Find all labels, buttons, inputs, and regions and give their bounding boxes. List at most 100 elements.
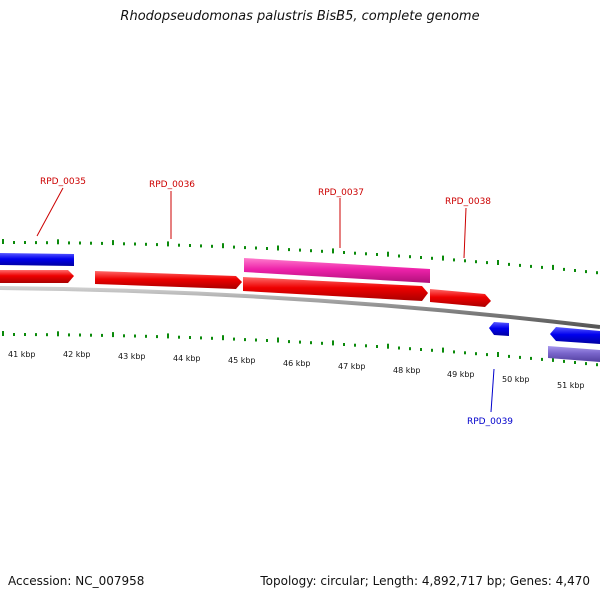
major-tick bbox=[277, 337, 279, 343]
outer-tick-track bbox=[2, 239, 598, 275]
minor-tick bbox=[343, 251, 345, 254]
minor-tick bbox=[46, 333, 48, 337]
minor-tick bbox=[233, 337, 235, 341]
major-tick bbox=[112, 240, 114, 246]
minor-tick bbox=[475, 352, 477, 356]
genome-summary-text: Topology: circular; Length: 4,892,717 bp… bbox=[260, 574, 590, 588]
minor-tick bbox=[475, 260, 477, 264]
gene-reverse[interactable] bbox=[550, 327, 600, 344]
minor-tick bbox=[79, 241, 81, 245]
kbp-label: 41 kbp bbox=[8, 350, 36, 359]
minor-tick bbox=[530, 356, 532, 360]
minor-tick bbox=[13, 241, 15, 244]
major-tick bbox=[387, 343, 389, 349]
minor-tick bbox=[233, 245, 235, 249]
major-tick bbox=[387, 251, 389, 257]
gene-rpd-0036[interactable] bbox=[95, 271, 242, 289]
major-tick bbox=[167, 333, 169, 339]
minor-tick bbox=[354, 343, 356, 347]
minor-tick bbox=[68, 333, 70, 337]
minor-tick bbox=[486, 261, 488, 265]
minor-tick bbox=[508, 354, 510, 358]
major-tick bbox=[57, 331, 59, 337]
highlight-gene-rpd-0037[interactable] bbox=[244, 258, 430, 283]
minor-tick bbox=[585, 362, 587, 366]
major-tick bbox=[2, 239, 4, 244]
major-tick bbox=[552, 264, 554, 270]
minor-tick bbox=[178, 243, 180, 247]
gene-rpd-0037[interactable] bbox=[243, 277, 428, 301]
minor-tick bbox=[409, 255, 411, 259]
major-tick bbox=[332, 340, 334, 346]
gene-forward[interactable] bbox=[0, 270, 74, 283]
minor-tick bbox=[299, 248, 301, 252]
minor-tick bbox=[266, 339, 268, 342]
label-leader bbox=[36, 187, 64, 237]
major-tick bbox=[112, 332, 114, 338]
minor-tick bbox=[134, 334, 136, 338]
kbp-label: 47 kbp bbox=[338, 362, 366, 371]
major-tick bbox=[277, 245, 279, 251]
minor-tick bbox=[123, 242, 125, 246]
minor-tick bbox=[145, 334, 147, 338]
gene-label[interactable]: RPD_0039 bbox=[467, 417, 513, 427]
major-tick bbox=[497, 260, 499, 265]
label-leader bbox=[490, 368, 495, 413]
minor-tick bbox=[244, 338, 246, 342]
minor-tick bbox=[541, 265, 543, 269]
minor-tick bbox=[299, 340, 301, 344]
minor-tick bbox=[365, 252, 367, 256]
minor-tick bbox=[486, 353, 488, 357]
minor-tick bbox=[156, 335, 158, 339]
kbp-label: 49 kbp bbox=[447, 370, 475, 379]
gene-reverse[interactable] bbox=[0, 253, 74, 266]
minor-tick bbox=[398, 254, 400, 258]
minor-tick bbox=[145, 242, 147, 246]
minor-tick bbox=[255, 338, 257, 342]
minor-tick bbox=[464, 259, 466, 263]
gene-label[interactable]: RPD_0037 bbox=[318, 188, 364, 198]
minor-tick bbox=[266, 247, 268, 250]
minor-tick bbox=[574, 361, 576, 364]
gene-label[interactable]: RPD_0036 bbox=[149, 180, 195, 190]
kbp-label: 42 kbp bbox=[63, 350, 91, 359]
minor-tick bbox=[35, 333, 37, 337]
major-tick bbox=[442, 255, 444, 261]
minor-tick bbox=[596, 271, 598, 275]
minor-tick bbox=[189, 244, 191, 247]
gene-rpd-0039[interactable] bbox=[489, 322, 509, 336]
minor-tick bbox=[376, 345, 378, 348]
kbp-label: 48 kbp bbox=[393, 366, 421, 375]
highlight-gene-reverse[interactable] bbox=[548, 346, 600, 362]
map-title: Rhodopseudomonas palustris BisB5, comple… bbox=[120, 9, 480, 24]
genome-backbone bbox=[0, 286, 600, 329]
minor-tick bbox=[244, 246, 246, 250]
minor-tick bbox=[211, 336, 213, 340]
minor-tick bbox=[288, 340, 290, 344]
minor-tick bbox=[310, 341, 312, 345]
minor-tick bbox=[321, 249, 323, 253]
minor-tick bbox=[24, 241, 26, 244]
gene-label[interactable]: RPD_0038 bbox=[445, 197, 491, 207]
minor-tick bbox=[200, 244, 202, 248]
minor-tick bbox=[585, 270, 587, 274]
minor-tick bbox=[24, 333, 26, 336]
major-tick bbox=[222, 335, 224, 341]
minor-tick bbox=[156, 243, 158, 247]
gene-rpd-0038[interactable] bbox=[430, 289, 491, 307]
minor-tick bbox=[453, 350, 455, 354]
gene-label[interactable]: RPD_0035 bbox=[40, 177, 86, 187]
minor-tick bbox=[376, 253, 378, 256]
kbp-label: 45 kbp bbox=[228, 356, 256, 365]
minor-tick bbox=[90, 333, 92, 337]
major-tick bbox=[552, 356, 554, 362]
minor-tick bbox=[420, 256, 422, 259]
minor-tick bbox=[574, 269, 576, 272]
minor-tick bbox=[46, 241, 48, 245]
minor-tick bbox=[409, 347, 411, 351]
major-tick bbox=[57, 239, 59, 245]
minor-tick bbox=[354, 251, 356, 255]
minor-tick bbox=[310, 249, 312, 253]
minor-tick bbox=[189, 336, 191, 339]
major-tick bbox=[2, 331, 4, 336]
